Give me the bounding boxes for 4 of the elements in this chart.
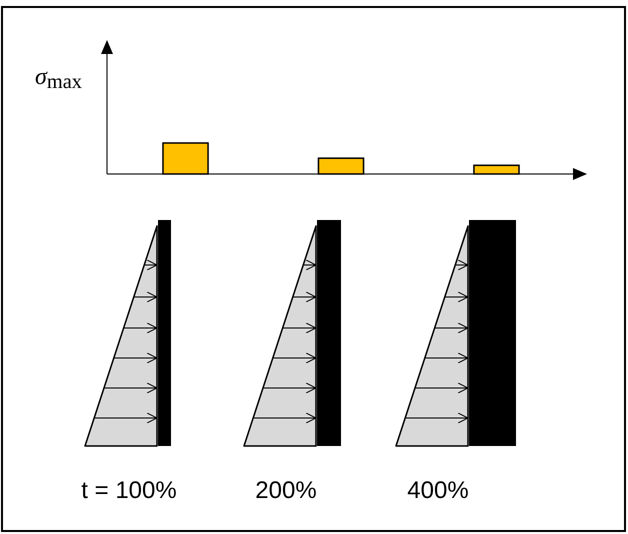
- y-axis-title: σ$_{max}$: [35, 64, 82, 93]
- x-tick-label: 200%: [255, 477, 317, 504]
- x-tick-label: 400%: [407, 477, 469, 504]
- x-tick-label: t = 100%: [81, 477, 177, 504]
